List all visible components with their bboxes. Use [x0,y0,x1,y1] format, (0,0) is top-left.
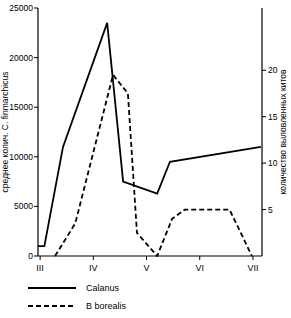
y2-tick [262,116,266,117]
y-axis [37,8,38,256]
series-line [38,23,261,246]
x-tick-label: VII [247,263,258,273]
y-tick [34,57,38,58]
y2-axis-label: количество выловленных китов [278,69,288,194]
legend-label: Calanus [86,283,120,293]
y2-tick-label: 10 [268,158,278,168]
legend-label: B borealis [86,301,127,311]
x-axis [38,255,262,256]
y-tick-label: 10000 [9,152,33,162]
y-tick-label: 0 [28,251,33,261]
x-tick [146,256,147,260]
y2-tick-label: 20 [268,65,278,75]
y-tick-label: 25000 [9,3,33,13]
x-tick [93,256,94,260]
x-tick [252,256,253,260]
series-line [55,75,252,256]
y-tick-label: 15000 [9,102,33,112]
y-tick-label: 5000 [14,201,33,211]
y-tick [34,107,38,108]
y-axis-label: среднее колич. C. finmarchicus [0,72,10,193]
legend-swatch [28,287,76,289]
y-tick [34,256,38,257]
y-tick [34,156,38,157]
y2-tick [262,163,266,164]
x-tick [40,256,41,260]
y2-tick [262,209,266,210]
x-tick-label: IV [89,263,98,273]
y2-axis [261,8,262,256]
y2-tick-label: 15 [268,112,278,122]
y2-tick [262,70,266,71]
x-tick-label: V [144,263,150,273]
x-tick-label: III [36,263,44,273]
chart: 0 5000 10000 15000 20000 25000 5 10 15 20 III IV V VI… [0,0,291,318]
y2-tick-label: 5 [268,205,273,215]
legend-swatch [28,305,76,307]
x-tick-label: VI [195,263,204,273]
y-tick [34,8,38,9]
plot-area [38,23,261,256]
y-tick [34,206,38,207]
x-tick [199,256,200,260]
y-tick-label: 20000 [9,53,33,63]
